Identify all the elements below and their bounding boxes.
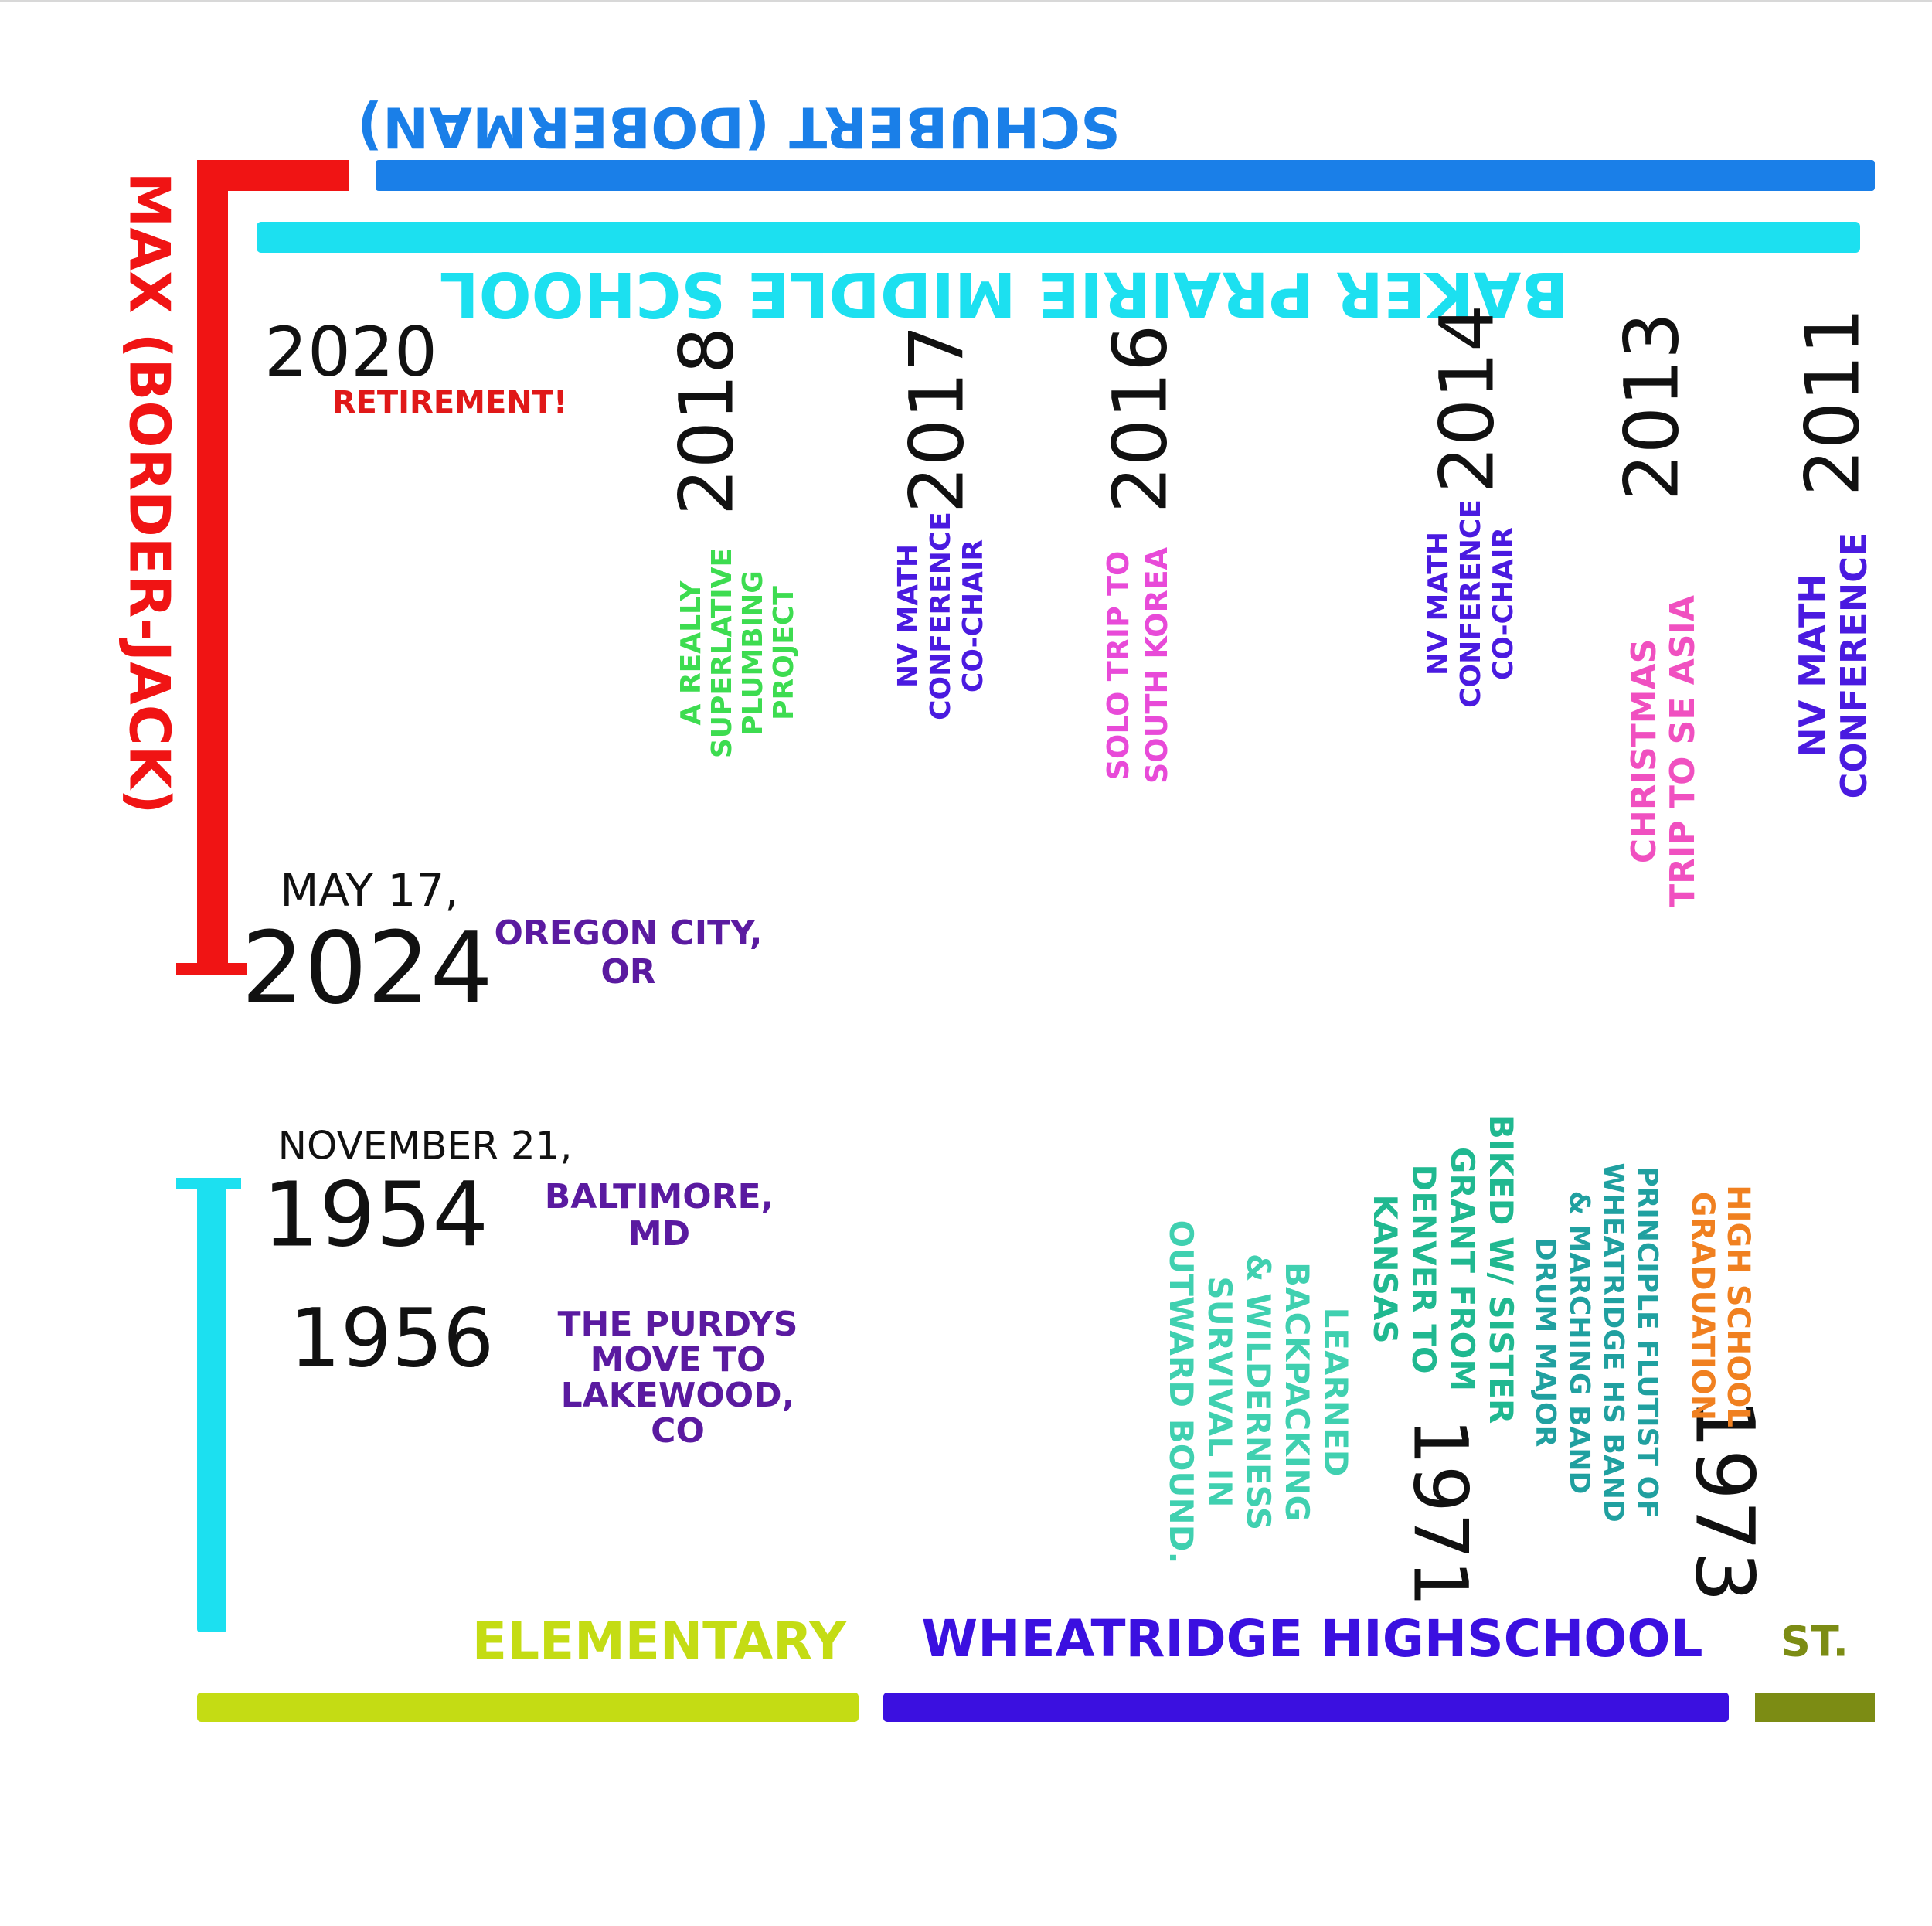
note-line: DENVER TO [1406,1164,1444,1373]
year: 2013 [1608,312,1695,501]
note-line: PRINCIPLE FLUTIST OF [1631,1166,1663,1519]
max-bar-end [176,963,247,975]
note-line: CONFERENCE [925,512,957,720]
year: 2024 [241,911,493,1026]
note-line: BALTIMORE, [545,1177,774,1217]
note-line: SOLO TRIP TO [1101,551,1135,781]
note: PRINCIPLE FLUTIST OFWHEATRIDGE HS BAND& … [1529,1162,1663,1523]
note-line: NV MATH [1423,532,1454,675]
note-line: OUTWARD BOUND. [1163,1220,1201,1564]
band-label: ELEMENTARY [472,1611,847,1671]
band-label: BAKER PRAIRIE MIDDLE SCHOOL [440,258,1569,330]
note: NV MATHCONFERENCE [1791,533,1875,799]
note-line: DRUM MAJOR [1529,1238,1561,1448]
note-line: CO [651,1411,705,1451]
note-line: CO-CHAIR [1488,527,1519,680]
note-line: WHEATRIDGE HS BAND [1597,1162,1629,1523]
note-line: CONFERENCE [1455,499,1487,708]
date: NOVEMBER 21, [278,1124,573,1169]
note: OREGON CITY, OR [495,914,763,992]
schubert-bar [376,160,1875,191]
note-line: A REALLY [675,580,707,726]
note-line: HIGH SCHOOL [1720,1185,1756,1427]
note: THE PURDYS MOVE TO LAKEWOOD, CO [558,1305,798,1451]
note-line: PROJECT [768,586,800,720]
band-label: WHEATRIDGE HIGHSCHOOL [921,1609,1702,1669]
note-line: GRANT FROM [1444,1147,1482,1391]
note-line: OR [600,952,655,992]
note-line: & WILDERNESS [1240,1254,1278,1530]
st-bar [1755,1693,1875,1722]
band-label: MAX (BORDER-JACK) [117,172,182,815]
year: 2017 [893,325,980,513]
note: LEARNEDBACKPACKING& WILDERNESSSURVIVAL I… [1163,1220,1355,1564]
note-line: NV MATH [1791,573,1833,757]
note-line: SOUTH KOREA [1140,546,1174,784]
band-label: ST. [1781,1618,1849,1666]
year: 2016 [1097,325,1183,513]
note: BALTIMORE, MD [545,1177,774,1254]
year: 2011 [1789,308,1876,496]
year: 2018 [663,327,750,516]
note: HIGH SCHOOLGRADUATION [1685,1185,1756,1427]
note-line: BIKED W/ SISTER [1483,1114,1521,1424]
date: MAY 17, [280,864,458,917]
note: CHRISTMASTRIP TO SE ASIA [1624,595,1702,907]
year: 1971 [1397,1418,1484,1607]
note-line: RETIREMENT! [332,385,568,420]
note-line: TRIP TO SE ASIA [1663,595,1702,907]
note-line: CO-CHAIR [957,539,989,692]
middle-school-bar [257,222,1860,253]
elementary-bar [197,1693,859,1722]
year: 1954 [263,1164,489,1268]
note-line: KANSAS [1367,1194,1405,1343]
note-line: CONFERENCE [1833,533,1875,799]
year: 1956 [290,1291,495,1385]
band-label: SCHUBERT (DOBERMAN) [357,94,1121,159]
note: RETIREMENT! [332,385,568,420]
year: 1973 [1678,1398,1772,1603]
year: 2020 [264,312,437,392]
note-line: LAKEWOOD, [561,1376,795,1415]
note-line: & MARCHING BAND [1563,1191,1595,1495]
note: BIKED W/ SISTERGRANT FROMDENVER TOKANSAS [1367,1114,1521,1424]
note-line: OREGON CITY, [495,914,763,953]
note-line: THE PURDYS [558,1305,798,1344]
note-line: BACKPACKING [1279,1262,1317,1522]
note-line: MOVE TO [590,1340,766,1380]
note: NV MATHCONFERENCECO-CHAIR [1423,499,1519,708]
note: A REALLYSUPERLATIVEPLUMBINGPROJECT [675,548,800,758]
note-line: SURVIVAL IN [1202,1276,1240,1507]
note-line: MD [628,1214,690,1254]
note-line: LEARNED [1318,1307,1355,1476]
max-bar [197,160,228,973]
note: SOLO TRIP TO SOUTH KOREA [1101,546,1174,784]
note-line: CHRISTMAS [1624,639,1664,864]
highschool-bar [883,1693,1729,1722]
note-line: SUPERLATIVE [706,548,738,758]
note: NV MATHCONFERENCECO-CHAIR [893,512,989,720]
life-bar [197,1182,226,1632]
note-line: GRADUATION [1685,1192,1720,1421]
year: 2014 [1423,305,1510,493]
note-line: NV MATH [893,544,924,688]
note-line: PLUMBING [737,570,769,736]
